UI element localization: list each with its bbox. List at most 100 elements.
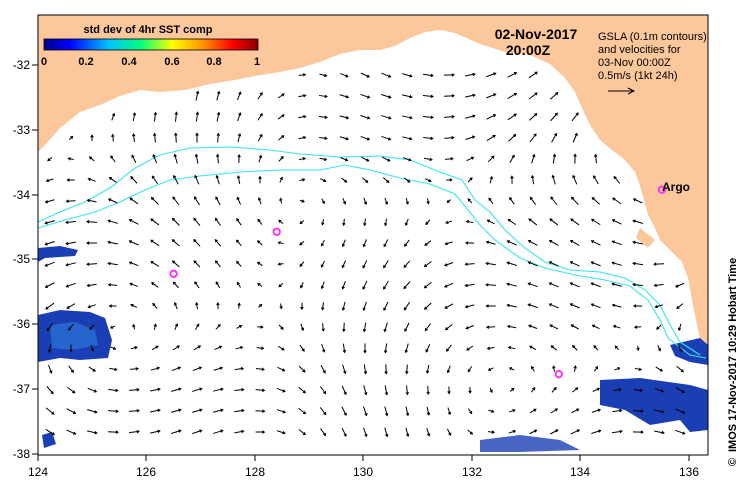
velocity-arrow-head (342, 201, 347, 205)
velocity-arrow (384, 197, 388, 205)
velocity-arrow (445, 158, 453, 160)
velocity-arrow (195, 154, 199, 164)
velocity-arrow (549, 261, 559, 267)
velocity-arrow-head (405, 371, 409, 375)
velocity-arrow-head (129, 282, 133, 286)
velocity-arrow-head (345, 95, 350, 99)
velocity-arrow (319, 73, 327, 77)
velocity-arrow (216, 91, 220, 101)
velocity-arrow-head (279, 305, 283, 310)
velocity-arrow-head (259, 133, 263, 138)
velocity-arrow-head (388, 95, 392, 99)
velocity-arrow-head (430, 94, 434, 99)
velocity-arrow (215, 196, 221, 206)
velocity-arrow (486, 284, 496, 286)
velocity-arrow-head (367, 116, 371, 120)
velocity-arrow-head (569, 282, 573, 286)
velocity-arrow-head (132, 323, 136, 328)
velocity-arrow-head (280, 326, 284, 330)
velocity-arrow (405, 218, 409, 226)
velocity-arrow-head (426, 391, 430, 396)
velocity-arrow-head (471, 135, 476, 139)
velocity-arrow (341, 385, 347, 395)
velocity-arrow (319, 137, 327, 139)
velocity-arrow (402, 136, 412, 140)
velocity-arrow-head (445, 348, 450, 352)
velocity-arrow (549, 240, 559, 246)
velocity-arrow (507, 93, 517, 99)
velocity-arrow-head (215, 174, 219, 179)
velocity-arrow (45, 282, 55, 288)
velocity-arrow (339, 72, 349, 78)
velocity-arrow-head (528, 218, 532, 222)
velocity-arrow-head (302, 135, 307, 140)
velocity-arrow-head (237, 154, 241, 158)
velocity-arrow-head (114, 367, 118, 372)
velocity-arrow (362, 406, 368, 416)
velocity-arrow (633, 220, 643, 224)
velocity-arrow (426, 428, 430, 436)
velocity-arrow (87, 283, 97, 287)
velocity-arrow-head (172, 281, 176, 285)
velocity-arrow-head (107, 283, 112, 287)
velocity-arrow (236, 91, 242, 101)
velocity-arrow-head (409, 137, 413, 141)
velocity-arrow-head (260, 346, 265, 350)
velocity-arrow-head (219, 366, 224, 370)
velocity-arrow-head (451, 115, 455, 119)
velocity-arrow (572, 133, 578, 143)
velocity-arrow-head (548, 303, 552, 307)
velocity-arrow (486, 72, 496, 78)
velocity-arrow-head (301, 199, 305, 203)
velocity-arrow-head (216, 132, 220, 136)
velocity-arrow-head (236, 218, 240, 222)
velocity-arrow-head (619, 429, 623, 434)
velocity-arrow-head (44, 284, 49, 288)
velocity-arrow-head (661, 410, 665, 414)
velocity-arrow (634, 367, 642, 371)
velocity-arrow (276, 409, 286, 413)
velocity-arrow (214, 345, 222, 351)
velocity-arrow-head (70, 369, 74, 373)
velocity-arrow (256, 347, 264, 349)
velocity-arrow (528, 240, 538, 246)
velocity-arrow-head (653, 283, 657, 288)
velocity-arrow (216, 175, 220, 185)
velocity-arrow (322, 323, 324, 331)
velocity-arrow (509, 409, 515, 413)
velocity-arrow (193, 260, 201, 268)
velocity-arrow-head (299, 242, 303, 246)
velocity-arrow (486, 114, 496, 120)
velocity-arrow-head (193, 260, 197, 264)
velocity-arrow (383, 301, 389, 311)
velocity-arrow-head (466, 347, 470, 351)
velocity-arrow (195, 112, 199, 122)
velocity-arrow-head (388, 116, 392, 120)
velocity-arrows (44, 71, 686, 438)
velocity-arrow (234, 430, 244, 434)
y-tick-label: -38 (13, 447, 31, 461)
velocity-arrow-head (613, 175, 617, 180)
velocity-arrow (423, 157, 433, 161)
velocity-arrow (531, 175, 535, 185)
velocity-arrow-head (324, 73, 328, 78)
velocity-arrow-head (550, 345, 554, 349)
velocity-arrow-head (532, 386, 536, 391)
velocity-arrow-head (574, 132, 578, 137)
velocity-arrow (549, 92, 559, 100)
velocity-arrow-head (486, 346, 491, 350)
velocity-arrow-head (107, 198, 112, 202)
velocity-arrow-head (507, 346, 512, 350)
velocity-arrow (403, 281, 411, 289)
velocity-arrow (193, 345, 201, 351)
velocity-arrow (363, 322, 367, 332)
velocity-arrow-head (132, 112, 137, 116)
velocity-arrow (255, 389, 265, 391)
velocity-arrow (507, 304, 517, 308)
velocity-arrow (591, 197, 601, 205)
velocity-arrow-head (365, 179, 369, 184)
velocity-arrow (446, 344, 452, 352)
argo-floats (169, 185, 667, 379)
velocity-arrow-head (171, 217, 176, 222)
velocity-arrow (68, 323, 74, 331)
